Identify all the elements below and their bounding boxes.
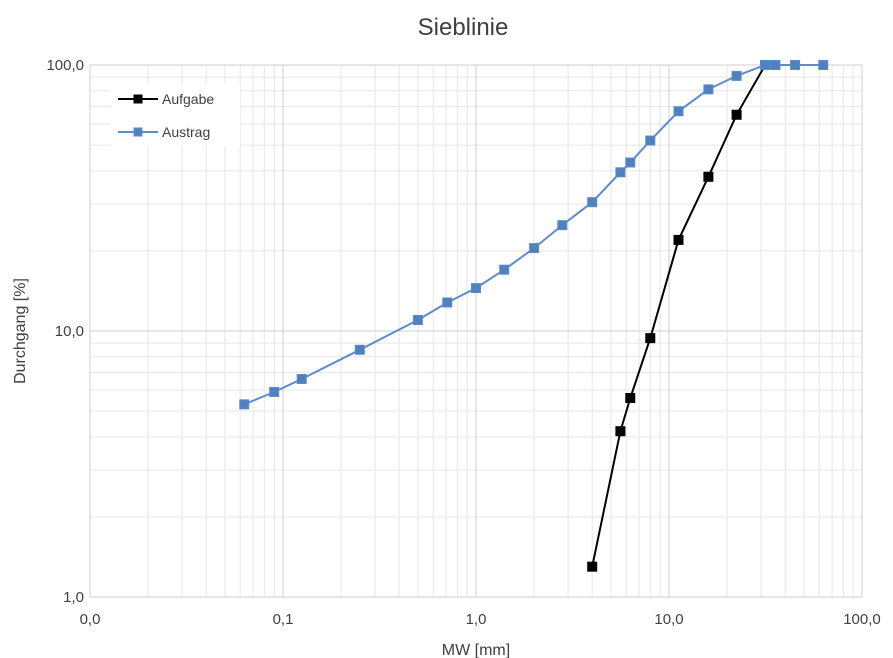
- series-austrag: [239, 60, 829, 410]
- data-point-austrag: [770, 60, 781, 70]
- series-line-aufgabe: [591, 64, 776, 567]
- x-tick-label: 0,1: [273, 611, 294, 628]
- data-point-aufgabe: [645, 333, 656, 344]
- x-tick-label: 10,0: [654, 611, 683, 628]
- data-point-aufgabe: [625, 392, 636, 403]
- legend: Aufgabe Austrag: [110, 84, 240, 146]
- data-point-austrag: [499, 264, 510, 275]
- data-point-austrag: [625, 157, 636, 168]
- data-point-austrag: [471, 283, 481, 294]
- data-point-austrag: [269, 386, 280, 397]
- data-point-austrag: [760, 60, 771, 70]
- data-point-austrag: [587, 197, 598, 208]
- y-axis-title: Durchgang [%]: [12, 278, 29, 384]
- data-point-aufgabe: [703, 171, 714, 182]
- data-point-austrag: [296, 374, 307, 385]
- chart-title: Sieblinie: [418, 14, 509, 41]
- legend-marker-aufgabe: [133, 94, 143, 104]
- data-point-austrag: [615, 167, 626, 178]
- y-tick-label: 100,0: [46, 57, 84, 74]
- axis-ticks: 0,0 0,1 1,0 10,0 100,0 1,0 10,0 100,0: [46, 57, 880, 628]
- data-point-austrag: [731, 70, 742, 81]
- y-tick-label: 1,0: [63, 589, 84, 606]
- legend-marker-austrag: [133, 127, 143, 137]
- data-point-aufgabe: [615, 426, 626, 437]
- data-point-aufgabe: [673, 234, 684, 245]
- data-point-austrag: [442, 297, 453, 308]
- legend-label-austrag: Austrag: [162, 124, 210, 140]
- data-point-austrag: [354, 344, 365, 355]
- data-point-austrag: [645, 135, 656, 146]
- data-point-aufgabe: [731, 109, 742, 120]
- x-tick-label: 100,0: [843, 611, 881, 628]
- legend-label-aufgabe: Aufgabe: [162, 91, 214, 107]
- data-point-austrag: [412, 314, 423, 325]
- data-point-austrag: [818, 60, 829, 70]
- series-aufgabe: [587, 60, 781, 572]
- x-axis-title: MW [mm]: [442, 642, 510, 658]
- data-point-austrag: [239, 399, 250, 410]
- data-point-aufgabe: [587, 561, 598, 572]
- series-layer: [239, 60, 829, 572]
- data-point-austrag: [529, 243, 540, 254]
- legend-box: [110, 84, 240, 146]
- data-point-austrag: [673, 106, 684, 117]
- y-tick-label: 10,0: [55, 323, 84, 340]
- x-tick-label: 1,0: [466, 611, 487, 628]
- data-point-austrag: [557, 220, 568, 231]
- x-tick-label: 0,0: [80, 611, 101, 628]
- data-point-austrag: [790, 60, 801, 70]
- data-point-austrag: [703, 84, 714, 95]
